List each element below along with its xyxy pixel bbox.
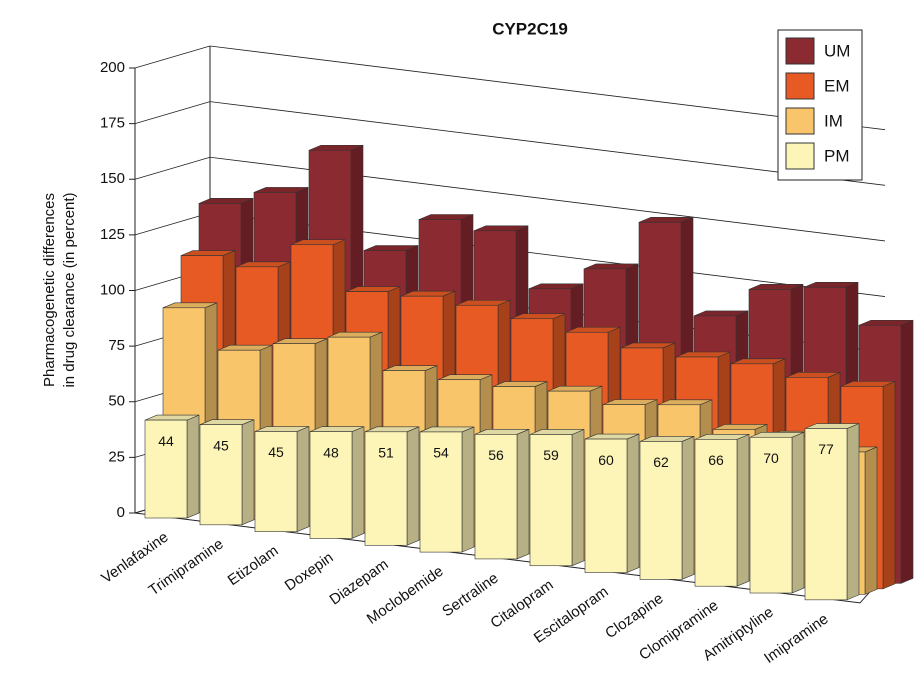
bar-side xyxy=(406,426,420,546)
value-label: 60 xyxy=(598,452,614,468)
grid-side xyxy=(134,101,211,125)
y-tick-label: 50 xyxy=(108,393,125,410)
bar-front xyxy=(419,431,463,553)
y-axis-label: in drug clearance (in percent) xyxy=(61,192,78,387)
value-label: 45 xyxy=(213,437,229,453)
x-tick-label: Sertraline xyxy=(439,570,501,621)
bar-side xyxy=(791,431,805,594)
bar-front xyxy=(309,431,353,539)
bar-side xyxy=(296,426,310,533)
y-tick-label: 125 xyxy=(100,226,125,243)
legend: UM EM IM PM xyxy=(777,29,863,181)
grid-back xyxy=(209,101,886,186)
chart-title: CYP2C19 xyxy=(492,19,568,38)
bar-side xyxy=(186,414,200,519)
bar-front xyxy=(804,428,848,601)
legend-swatch xyxy=(785,37,815,65)
bar xyxy=(199,419,255,526)
y-axis-label: Pharmacogenetic differences xyxy=(41,193,58,387)
bar xyxy=(749,431,805,594)
value-label: 77 xyxy=(818,441,834,457)
bar xyxy=(364,426,420,546)
bar-side xyxy=(882,380,896,590)
value-label: 44 xyxy=(158,433,174,449)
bar-side xyxy=(461,426,475,553)
bar-side xyxy=(736,433,750,587)
bar-side xyxy=(351,426,365,539)
bar-side xyxy=(900,319,914,584)
legend-label: EM xyxy=(824,76,850,95)
bar-side xyxy=(846,423,860,601)
bar-side xyxy=(571,429,585,567)
grid-side xyxy=(134,212,211,236)
bar-front xyxy=(529,434,573,567)
legend-swatch xyxy=(785,142,815,170)
legend-swatch xyxy=(785,72,815,100)
bar xyxy=(639,435,695,580)
value-label: 59 xyxy=(543,447,559,463)
bar xyxy=(144,414,200,519)
bar-front xyxy=(474,434,518,560)
bar-front xyxy=(749,436,793,594)
y-tick-label: 175 xyxy=(100,115,125,132)
bar-front xyxy=(199,424,243,526)
bar xyxy=(309,426,365,539)
bar-side xyxy=(864,446,878,595)
value-label: 54 xyxy=(433,445,449,461)
bar-front xyxy=(254,431,298,532)
bar-front xyxy=(364,431,408,546)
value-label: 51 xyxy=(378,445,394,461)
legend-swatch xyxy=(785,107,815,135)
value-label: 66 xyxy=(708,452,724,468)
y-tick-label: 100 xyxy=(100,281,125,298)
x-tick-label: Doxepin xyxy=(282,549,337,594)
value-label: 48 xyxy=(323,444,339,460)
value-label: 45 xyxy=(268,444,284,460)
bar-side xyxy=(681,435,695,580)
bar xyxy=(584,433,640,574)
bar xyxy=(254,426,310,533)
y-tick-label: 75 xyxy=(108,337,125,354)
bar-front xyxy=(584,438,628,573)
bar xyxy=(529,429,585,567)
bar-front xyxy=(694,439,738,587)
bar xyxy=(474,428,530,560)
bar-side xyxy=(241,419,255,526)
grid-line xyxy=(134,101,886,186)
bar-front xyxy=(144,419,188,519)
bar xyxy=(804,423,860,601)
grid-back xyxy=(209,45,886,131)
bar xyxy=(694,433,750,587)
value-label: 56 xyxy=(488,447,504,463)
x-tick-label: Etizolam xyxy=(225,542,282,589)
value-label: 70 xyxy=(763,450,779,466)
value-label: 62 xyxy=(653,454,669,470)
y-tick-label: 200 xyxy=(100,59,125,76)
y-tick-label: 25 xyxy=(108,448,125,465)
legend-label: PM xyxy=(824,146,850,165)
y-tick-label: 0 xyxy=(117,504,125,521)
grid-side xyxy=(134,45,211,69)
bar-front xyxy=(639,441,683,580)
legend-label: UM xyxy=(824,41,850,60)
bar-side xyxy=(626,433,640,574)
grid-side xyxy=(134,156,211,180)
bar-side xyxy=(516,428,530,560)
y-tick-label: 150 xyxy=(100,170,125,187)
grid-line xyxy=(134,45,886,131)
bar xyxy=(419,426,475,553)
legend-label: IM xyxy=(824,111,843,130)
